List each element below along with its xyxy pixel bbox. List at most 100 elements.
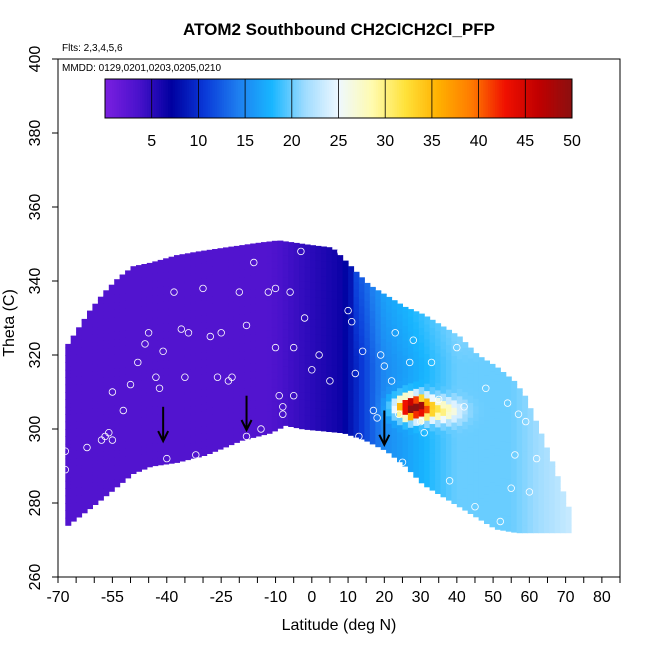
heatmap-cell bbox=[402, 306, 409, 312]
heatmap-cell bbox=[261, 338, 267, 347]
heatmap-cell bbox=[397, 454, 403, 463]
heatmap-cell bbox=[489, 423, 496, 432]
heatmap-cell bbox=[533, 436, 539, 445]
colorbar-segment bbox=[424, 79, 428, 118]
heatmap-cell bbox=[152, 332, 159, 341]
heatmap-cell bbox=[358, 364, 365, 373]
heatmap-cell bbox=[337, 314, 344, 322]
heatmap-cell bbox=[386, 297, 393, 306]
heatmap-cell bbox=[119, 445, 126, 454]
colorbar-segment bbox=[525, 79, 529, 118]
heatmap-cell bbox=[130, 443, 137, 452]
colorbar-segment bbox=[487, 79, 491, 118]
heatmap-cell bbox=[108, 313, 115, 322]
heatmap-cell bbox=[97, 344, 104, 353]
heatmap-cell bbox=[76, 428, 83, 437]
heatmap-cell bbox=[342, 260, 349, 264]
heatmap-cell bbox=[348, 302, 355, 310]
heatmap-cell bbox=[435, 389, 442, 398]
heatmap-cell bbox=[108, 343, 115, 352]
heatmap-cell bbox=[386, 341, 393, 350]
heatmap-cell bbox=[533, 517, 539, 526]
heatmap-cell bbox=[184, 341, 191, 350]
heatmap-cell bbox=[353, 274, 360, 283]
heatmap-cell bbox=[81, 401, 88, 410]
heatmap-cell bbox=[456, 499, 463, 508]
heatmap-cell bbox=[462, 465, 469, 474]
heatmap-cell bbox=[65, 421, 72, 430]
heatmap-cell bbox=[326, 313, 333, 321]
sample-point bbox=[170, 288, 178, 296]
heatmap-cell bbox=[87, 390, 93, 399]
colorbar-segment bbox=[373, 79, 377, 118]
heatmap-cell bbox=[456, 373, 463, 382]
chart-title: ATOM2 Southbound CH2ClCH2Cl_PFP bbox=[183, 20, 495, 39]
heatmap-cell bbox=[212, 249, 219, 252]
heatmap-cell bbox=[125, 455, 132, 464]
colorbar-segment bbox=[147, 79, 150, 118]
heatmap-cell bbox=[163, 293, 170, 302]
heatmap-cell bbox=[549, 466, 556, 474]
heatmap-cell bbox=[244, 364, 251, 373]
heatmap-cell bbox=[206, 446, 213, 454]
heatmap-cell bbox=[228, 246, 235, 253]
heatmap-cell bbox=[484, 456, 490, 465]
heatmap-cell bbox=[87, 375, 93, 384]
heatmap-cell bbox=[244, 253, 251, 262]
heatmap-cell bbox=[554, 480, 561, 489]
heatmap-cell bbox=[130, 377, 137, 386]
heatmap-cell bbox=[456, 425, 463, 434]
heatmap-cell bbox=[179, 357, 186, 366]
heatmap-cell bbox=[277, 287, 284, 296]
heatmap-cell bbox=[478, 416, 485, 425]
heatmap-cell bbox=[418, 386, 425, 395]
heatmap-cell bbox=[141, 358, 148, 366]
heatmap-cell bbox=[168, 263, 175, 272]
heatmap-cell bbox=[168, 292, 175, 301]
heatmap-cell bbox=[538, 436, 545, 445]
heatmap-cell bbox=[97, 352, 104, 360]
heatmap-cell bbox=[315, 393, 322, 402]
heatmap-cell bbox=[271, 253, 278, 262]
heatmap-cell bbox=[320, 416, 327, 424]
heatmap-cell bbox=[484, 367, 490, 376]
heatmap-cell bbox=[103, 466, 110, 474]
heatmap-cell bbox=[494, 499, 501, 508]
heatmap-cell bbox=[320, 319, 327, 328]
heatmap-cell bbox=[195, 345, 202, 354]
heatmap-cell bbox=[293, 331, 300, 340]
heatmap-cell bbox=[293, 272, 300, 281]
heatmap-cell bbox=[538, 451, 545, 460]
heatmap-cell bbox=[456, 336, 463, 345]
heatmap-cell bbox=[538, 525, 545, 534]
heatmap-cell bbox=[538, 466, 545, 474]
heatmap-cell bbox=[146, 355, 153, 364]
sample-point bbox=[290, 392, 298, 400]
heatmap-cell bbox=[87, 310, 93, 317]
sample-point bbox=[126, 380, 135, 389]
heatmap-cell bbox=[114, 338, 121, 347]
heatmap-cell bbox=[494, 484, 501, 493]
heatmap-cell bbox=[244, 261, 251, 270]
heatmap-cell bbox=[375, 387, 382, 396]
heatmap-cell bbox=[516, 388, 523, 393]
heatmap-cell bbox=[250, 370, 257, 379]
heatmap-cell bbox=[70, 336, 77, 344]
heatmap-cell bbox=[125, 292, 132, 301]
heatmap-cell bbox=[65, 406, 72, 415]
heatmap-cell bbox=[119, 393, 126, 402]
heatmap-cell bbox=[543, 480, 550, 489]
heatmap-cell bbox=[326, 364, 333, 373]
dates-label: MMDD: 0129,0201,0203,0205,0210 bbox=[62, 63, 221, 74]
heatmap-cell bbox=[244, 312, 251, 321]
heatmap-cell bbox=[70, 424, 77, 433]
colorbar-segment bbox=[408, 79, 412, 118]
heatmap-cell bbox=[353, 370, 360, 379]
heatmap-cell bbox=[92, 363, 99, 372]
heatmap-cell bbox=[364, 307, 371, 316]
heatmap-cell bbox=[70, 350, 77, 359]
heatmap-cell bbox=[184, 392, 191, 401]
heatmap-cell bbox=[92, 386, 99, 394]
heatmap-cell bbox=[397, 402, 403, 411]
heatmap-cell bbox=[299, 258, 306, 267]
